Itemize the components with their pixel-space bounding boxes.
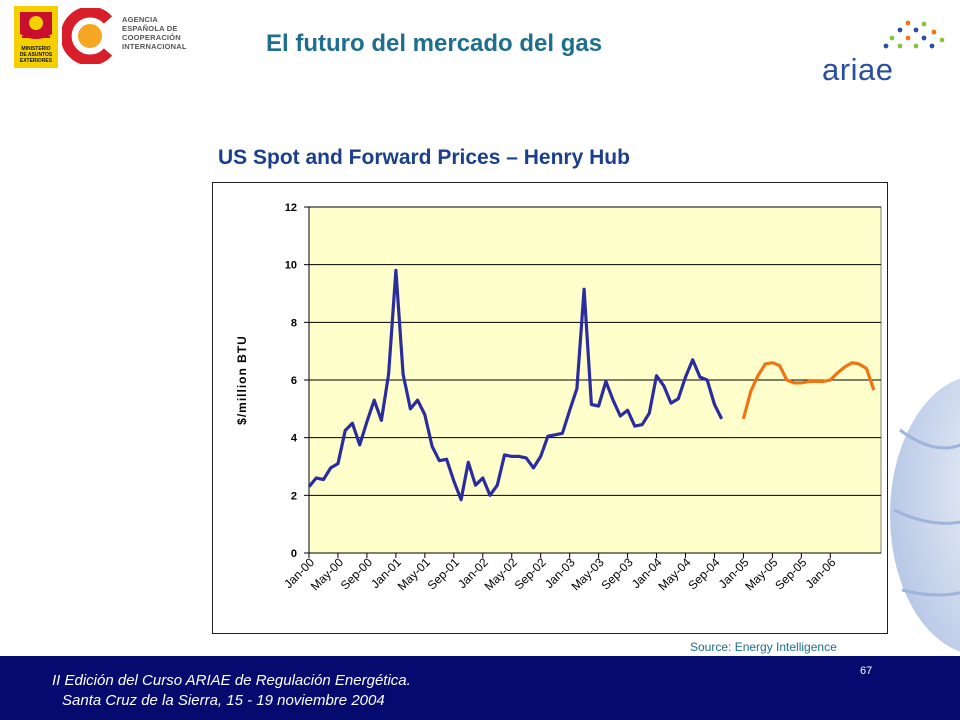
y-tick-label-0: 0 — [291, 548, 297, 560]
chart-title: US Spot and Forward Prices – Henry Hub — [218, 146, 630, 169]
x-tick-label-2: Sep-00 — [338, 555, 375, 592]
seal-line-3: EXTERIORES — [20, 58, 53, 64]
spanish-coat-of-arms-logo: MINISTERIO DE ASUNTOS EXTERIORES — [14, 6, 58, 68]
agency-line-2: ESPAÑOLA DE — [122, 24, 178, 33]
x-tick-label-11: Sep-03 — [598, 555, 635, 592]
x-tick-label-17: Sep-05 — [772, 555, 809, 592]
x-tick-label-14: Sep-04 — [685, 555, 722, 592]
y-tick-label-1: 2 — [291, 490, 297, 502]
forward-price-line — [741, 361, 876, 420]
globe-decoration-icon — [890, 378, 960, 652]
x-tick-label-13: May-04 — [655, 555, 693, 593]
y-tick-label-6: 12 — [285, 202, 297, 214]
footer-course-title: II Edición del Curso ARIAE de Regulación… — [52, 672, 411, 689]
price-chart: 024681012Jan-00May-00Sep-00Jan-01May-01S… — [235, 202, 882, 593]
y-tick-label-2: 4 — [291, 433, 298, 445]
x-tick-label-4: May-01 — [395, 555, 433, 593]
agency-line-1: AGENCIA — [122, 15, 158, 24]
agency-line-3: COOPERACIÓN — [122, 33, 181, 42]
x-tick-label-5: Sep-01 — [425, 555, 462, 592]
ariae-dots-icon — [883, 20, 945, 49]
x-tick-label-8: Sep-02 — [512, 555, 549, 592]
seal-line-1: MINISTERIO — [21, 46, 50, 52]
chart-frame: 0 2 4 6 8 10 12 Jan-00 May-00 Sep-00 Jan-01 May-01 S… — [212, 182, 888, 634]
y-tick-label-3: 6 — [291, 375, 297, 387]
page-number: 67 — [860, 665, 873, 677]
y-tick-label-4: 8 — [291, 317, 297, 329]
aecid-logo-icon — [62, 8, 113, 64]
x-tick-label-1: May-00 — [308, 555, 346, 593]
x-tick-label-7: May-02 — [482, 555, 520, 593]
seal-line-2: DE ASUNTOS — [20, 52, 53, 58]
source-note: Source: Energy Intelligence — [690, 640, 837, 654]
y-tick-label-5: 10 — [285, 260, 297, 272]
footer-location-date: Santa Cruz de la Sierra, 15 - 19 noviemb… — [62, 692, 385, 709]
agency-line-4: INTERNACIONAL — [122, 42, 187, 51]
spot-price-line — [307, 268, 724, 502]
agency-name: AGENCIA ESPAÑOLA DE COOPERACIÓN INTERNAC… — [122, 15, 187, 51]
ariae-brand: ariae — [822, 52, 894, 87]
x-tick-label-10: May-03 — [569, 555, 607, 593]
x-tick-label-16: May-05 — [742, 555, 780, 593]
slide-title: El futuro del mercado del gas — [266, 30, 603, 57]
footer-bar — [0, 656, 960, 720]
y-axis-title: $/million BTU — [235, 335, 249, 425]
x-tick-label-18: Jan-06 — [803, 555, 839, 591]
